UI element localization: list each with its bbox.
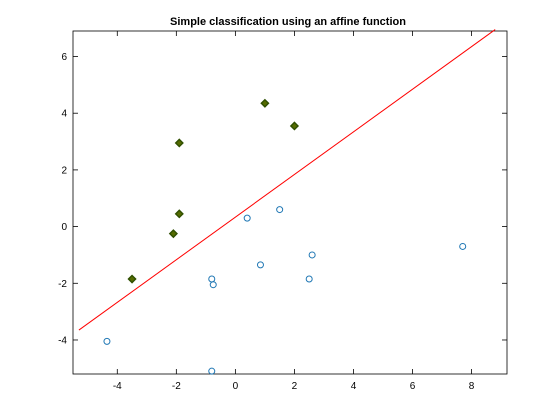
class-b-point	[276, 206, 284, 214]
y-tick-label: 2	[61, 165, 67, 176]
x-tick-label: 0	[233, 381, 239, 392]
x-tick-label: -4	[113, 381, 122, 392]
x-tick-label: 2	[292, 381, 298, 392]
y-tick-label: 4	[61, 109, 67, 120]
class-b-point	[256, 261, 264, 269]
class-a-point	[127, 274, 137, 284]
y-tick-label: 6	[61, 52, 67, 63]
class-b-point	[243, 214, 251, 222]
class-b-point	[208, 367, 216, 375]
class-a-point	[174, 209, 184, 219]
class-a-point	[260, 98, 270, 108]
decision-line	[78, 29, 496, 331]
class-a-point	[168, 229, 178, 239]
data-points	[103, 98, 467, 375]
class-b-point	[103, 337, 111, 345]
plot-area	[72, 30, 508, 375]
decision-line-group	[78, 29, 496, 331]
class-b-point	[305, 275, 313, 283]
x-tick-label: -2	[172, 381, 181, 392]
x-tick-label: 6	[410, 381, 416, 392]
y-tick-label: -2	[58, 279, 67, 290]
axis-ticks: -4 -2 0 2 4 6 8 -4 -2 0 2 4 6	[58, 31, 507, 392]
class-a-point	[174, 138, 184, 148]
class-b-point	[308, 251, 316, 259]
class-b-point	[209, 281, 217, 289]
y-tick-label: 0	[61, 222, 67, 233]
chart-title: Simple classification using an affine fu…	[170, 16, 406, 28]
y-tick-label: -4	[58, 335, 67, 346]
class-b-point	[459, 242, 467, 250]
x-tick-label: 8	[469, 381, 475, 392]
class-a-point	[289, 121, 300, 131]
x-tick-label: 4	[351, 381, 357, 392]
